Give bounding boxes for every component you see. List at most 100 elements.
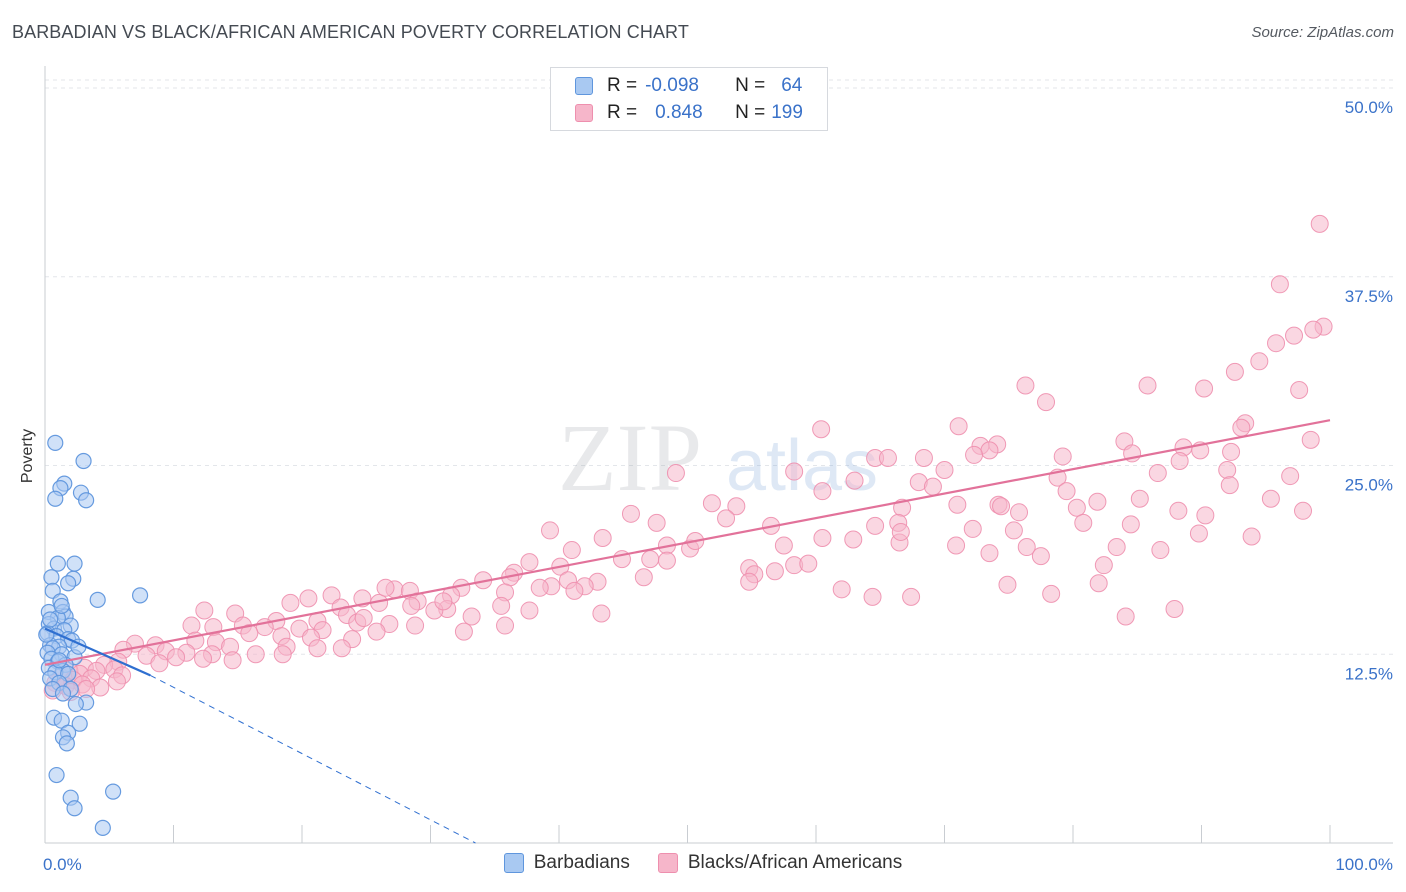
data-point-barbadian [89,591,106,608]
data-point-barbadian [67,695,84,713]
data-point-black [565,581,584,600]
data-point-black [1301,430,1320,449]
legend-n-label: N = [735,102,766,123]
axes [44,66,1393,844]
data-point-black [1074,513,1093,532]
data-point-black [150,654,169,673]
data-point-barbadian [60,575,77,592]
data-point-black [195,601,214,620]
data-point-black [182,616,201,635]
data-point-black [520,601,539,620]
data-point-black [1281,467,1300,486]
data-point-black [1290,381,1309,399]
data-point-black [1232,418,1251,437]
data-point-black [1261,489,1280,508]
data-point-black [621,504,640,523]
data-point-black [592,604,611,623]
pink-series [43,214,1333,701]
data-point-black [832,580,851,599]
data-point-black [1067,498,1086,517]
data-point-black [947,536,966,555]
data-point-black [813,482,832,501]
trend-line-barbadian [44,627,151,677]
data-point-black [647,513,666,532]
watermark: ZIP atlas [558,404,878,511]
data-point-black [530,578,549,597]
data-point-barbadian [53,597,70,615]
data-point-black [666,464,685,483]
data-point-black [1031,547,1050,566]
legend-swatch-pink [575,104,593,122]
series-legend: Barbadians Blacks/African Americans [0,852,1406,874]
data-point-black [492,596,511,615]
data-point-black [980,544,999,563]
data-point-black [367,622,386,641]
data-point-black [878,448,897,467]
data-point-black [980,441,999,460]
data-point-black [299,589,318,608]
data-point-black [434,592,453,611]
y-tick-label: 50.0% [1345,98,1393,117]
data-point-black [923,477,942,496]
legend-row-barbadians: R = -0.098 N = 64 [575,74,802,98]
data-point-black [240,624,259,643]
data-point-black [1017,538,1036,557]
data-point-black [1310,214,1329,233]
data-point-black [1220,476,1239,495]
data-point-black [1218,461,1237,480]
data-point-barbadian [49,555,66,572]
data-point-black [845,471,864,490]
data-point-black [1285,326,1304,345]
data-point-black [641,550,660,569]
data-point-black [998,575,1017,594]
x-tick-label: 100.0% [1335,855,1393,874]
legend-item-blacks[interactable]: Blacks/African Americans [657,852,903,874]
legend-n-value: 199 [771,102,803,123]
trend-line-black [44,419,1331,666]
data-point-barbadian [58,735,75,752]
data-point-black [496,616,515,635]
data-point-black [402,596,421,615]
legend-row-blacks: R = 0.848 N = 199 [575,101,803,125]
data-point-black [1169,501,1188,520]
y-tick-label: 37.5% [1345,287,1393,306]
data-point-black [935,461,954,480]
data-point-barbadian [54,685,72,702]
data-point-black [1094,556,1113,575]
data-point-black [863,587,882,606]
data-point-black [322,586,341,605]
grid-lines [45,79,1393,655]
legend-item-barbadians[interactable]: Barbadians [503,852,630,874]
data-point-black [949,417,968,436]
data-point-black [354,609,373,628]
trend-line-barbadian-extension [150,674,476,844]
watermark-atlas: atlas [726,426,878,506]
source-label: Source: ZipAtlas.com [1251,24,1394,41]
data-point-black [1138,376,1157,395]
data-point-black [167,648,186,667]
data-point-black [1088,492,1107,511]
data-point-black [1189,524,1208,543]
legend-n-label: N = [735,75,766,96]
data-point-black [246,645,265,664]
data-point-black [1148,464,1167,483]
data-point-black [948,495,967,514]
legend-r-value: 0.848 [655,102,703,123]
legend-swatch-blue [503,853,524,873]
data-point-black [562,541,581,560]
data-point-black [1037,393,1056,412]
legend-n-value: 64 [781,75,803,96]
data-point-black [541,521,560,540]
legend-label-blacks: Blacks/African Americans [687,852,903,873]
data-point-black [376,578,395,597]
blue-series [38,434,149,837]
data-point-black [727,497,746,516]
watermark-zip: ZIP [558,404,702,511]
legend-label-barbadians: Barbadians [533,852,630,873]
data-point-black [332,639,351,658]
data-point-black [1304,320,1323,339]
legend-r-label: R = [607,102,638,123]
data-point-black [1121,515,1140,534]
data-point-black [281,593,300,612]
